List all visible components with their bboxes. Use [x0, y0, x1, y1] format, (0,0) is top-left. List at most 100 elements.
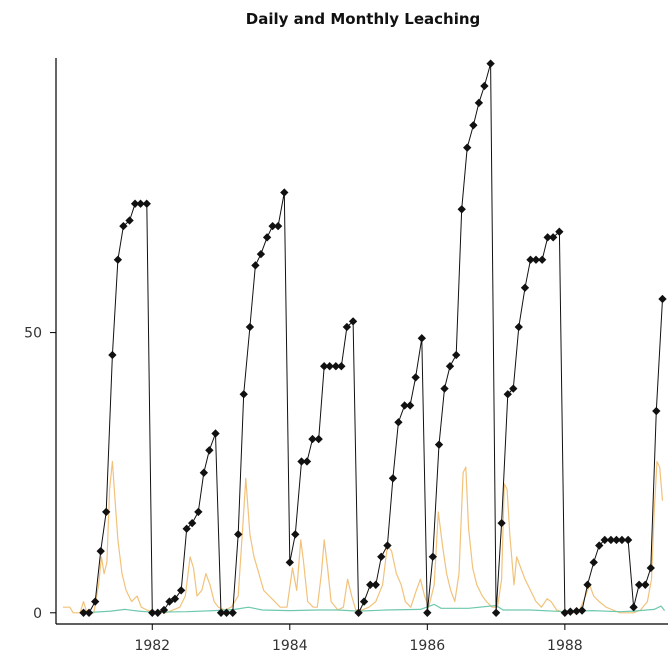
data-point [245, 322, 255, 332]
axes [55, 58, 668, 625]
data-point [486, 59, 495, 68]
data-point [348, 317, 358, 326]
data-point [600, 535, 609, 545]
data-point [394, 418, 403, 427]
data-point [102, 507, 111, 517]
chart-title: Daily and Monthly Leaching [245, 10, 481, 28]
data-point [91, 597, 100, 606]
data-point [480, 81, 489, 91]
data-point [256, 249, 266, 259]
series-2 [83, 603, 666, 614]
data-point [268, 221, 277, 231]
data-point [182, 524, 191, 533]
data-point [629, 603, 638, 612]
data-point [125, 216, 134, 225]
data-point [417, 334, 426, 343]
data-point [491, 608, 501, 617]
data-point [434, 440, 444, 449]
data-point [222, 608, 231, 617]
x-tick-label: 1982 [134, 638, 170, 654]
data-point [130, 199, 140, 208]
data-point [84, 608, 94, 617]
data-point [548, 233, 558, 242]
data-point [583, 580, 592, 589]
data-point [359, 597, 369, 606]
x-tick-label: 1986 [410, 638, 446, 654]
data-point [646, 563, 655, 573]
data-point [239, 390, 248, 399]
data-point [280, 188, 289, 197]
data-point [194, 507, 203, 517]
data-point [314, 434, 323, 444]
data-point [469, 121, 478, 130]
series-line [83, 63, 663, 614]
data-point [641, 580, 650, 589]
data-point [211, 429, 220, 438]
data-point [377, 552, 386, 561]
data-point [423, 608, 432, 617]
data-point [228, 608, 237, 617]
y-tick-label: 50 [24, 326, 42, 342]
data-point [452, 350, 461, 360]
data-point [577, 606, 587, 615]
data-point [216, 608, 226, 617]
data-point [170, 594, 180, 603]
data-point [176, 586, 186, 595]
series-line [62, 460, 664, 614]
data-point [199, 468, 209, 477]
data-point [159, 605, 169, 615]
series-0 [79, 59, 667, 617]
data-point [113, 255, 123, 264]
data-point [652, 406, 661, 416]
data-point [251, 261, 260, 270]
data-point [325, 362, 334, 371]
data-point [595, 541, 604, 550]
data-point [148, 608, 157, 617]
data-point [457, 205, 466, 214]
data-point [337, 362, 346, 371]
ticks-layer: 1982 1984 1986 1988 0 50 [24, 326, 583, 654]
y-tick-label: 0 [33, 606, 42, 622]
data-point [520, 283, 530, 292]
data-point [509, 384, 518, 393]
data-point [555, 227, 564, 236]
data-point [589, 558, 598, 567]
data-point [297, 457, 306, 466]
data-point [497, 518, 506, 528]
data-point [658, 294, 667, 304]
data-point [440, 384, 449, 393]
data-point [503, 390, 512, 399]
data-point [428, 552, 437, 561]
data-point [342, 322, 352, 332]
data-point [187, 518, 197, 528]
data-point [543, 233, 552, 242]
data-point [537, 255, 547, 264]
data-point [612, 535, 621, 545]
data-point [566, 607, 575, 616]
data-point [308, 434, 317, 444]
data-point [119, 221, 128, 231]
data-point [634, 580, 644, 589]
data-point [474, 98, 484, 107]
data-point [617, 535, 627, 545]
x-tick-label: 1984 [272, 638, 308, 654]
data-point [606, 535, 616, 545]
data-point [405, 401, 415, 410]
data-point [142, 199, 151, 208]
data-point [205, 446, 214, 455]
data-point [108, 350, 117, 360]
data-point [302, 457, 312, 466]
data-point [388, 474, 398, 483]
data-point [136, 199, 145, 208]
data-point [320, 362, 329, 371]
data-point [96, 546, 105, 556]
data-point [526, 255, 535, 264]
data-point [371, 580, 380, 589]
data-point [291, 530, 300, 539]
data-point [514, 322, 523, 332]
data-point [400, 401, 409, 410]
data-point [531, 255, 541, 264]
data-point [623, 535, 633, 545]
data-point [383, 541, 392, 550]
